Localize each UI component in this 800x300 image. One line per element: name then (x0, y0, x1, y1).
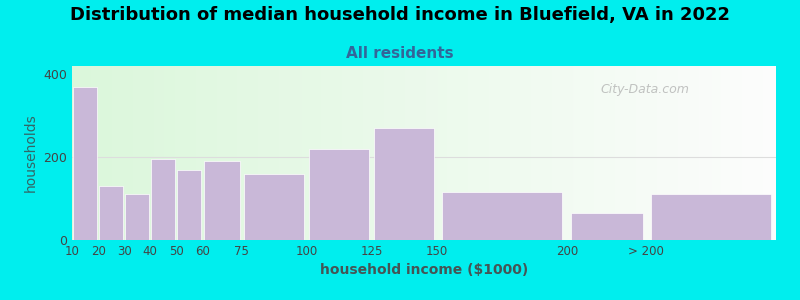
X-axis label: household income ($1000): household income ($1000) (320, 263, 528, 278)
Bar (125, 194, 149, 240)
Text: All residents: All residents (346, 46, 454, 62)
Bar (442, 192, 562, 240)
Bar (244, 174, 304, 240)
Text: City-Data.com: City-Data.com (600, 83, 689, 96)
Y-axis label: households: households (24, 114, 38, 192)
Bar (570, 213, 642, 240)
Bar (151, 159, 175, 240)
Text: Distribution of median household income in Bluefield, VA in 2022: Distribution of median household income … (70, 6, 730, 24)
Bar (310, 149, 370, 240)
Bar (374, 128, 434, 240)
Bar (178, 169, 202, 240)
Bar (651, 194, 770, 240)
Bar (204, 161, 240, 240)
Bar (99, 186, 123, 240)
Bar (73, 87, 97, 240)
